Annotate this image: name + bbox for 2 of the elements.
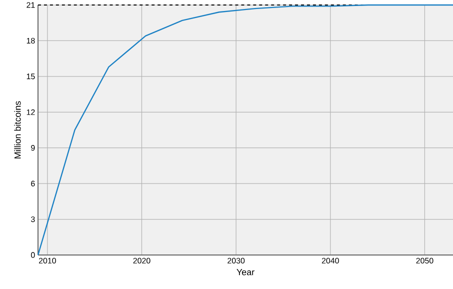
x-axis-title: Year [236,269,254,276]
y-axis-title: Million bitcoins [14,101,21,158]
